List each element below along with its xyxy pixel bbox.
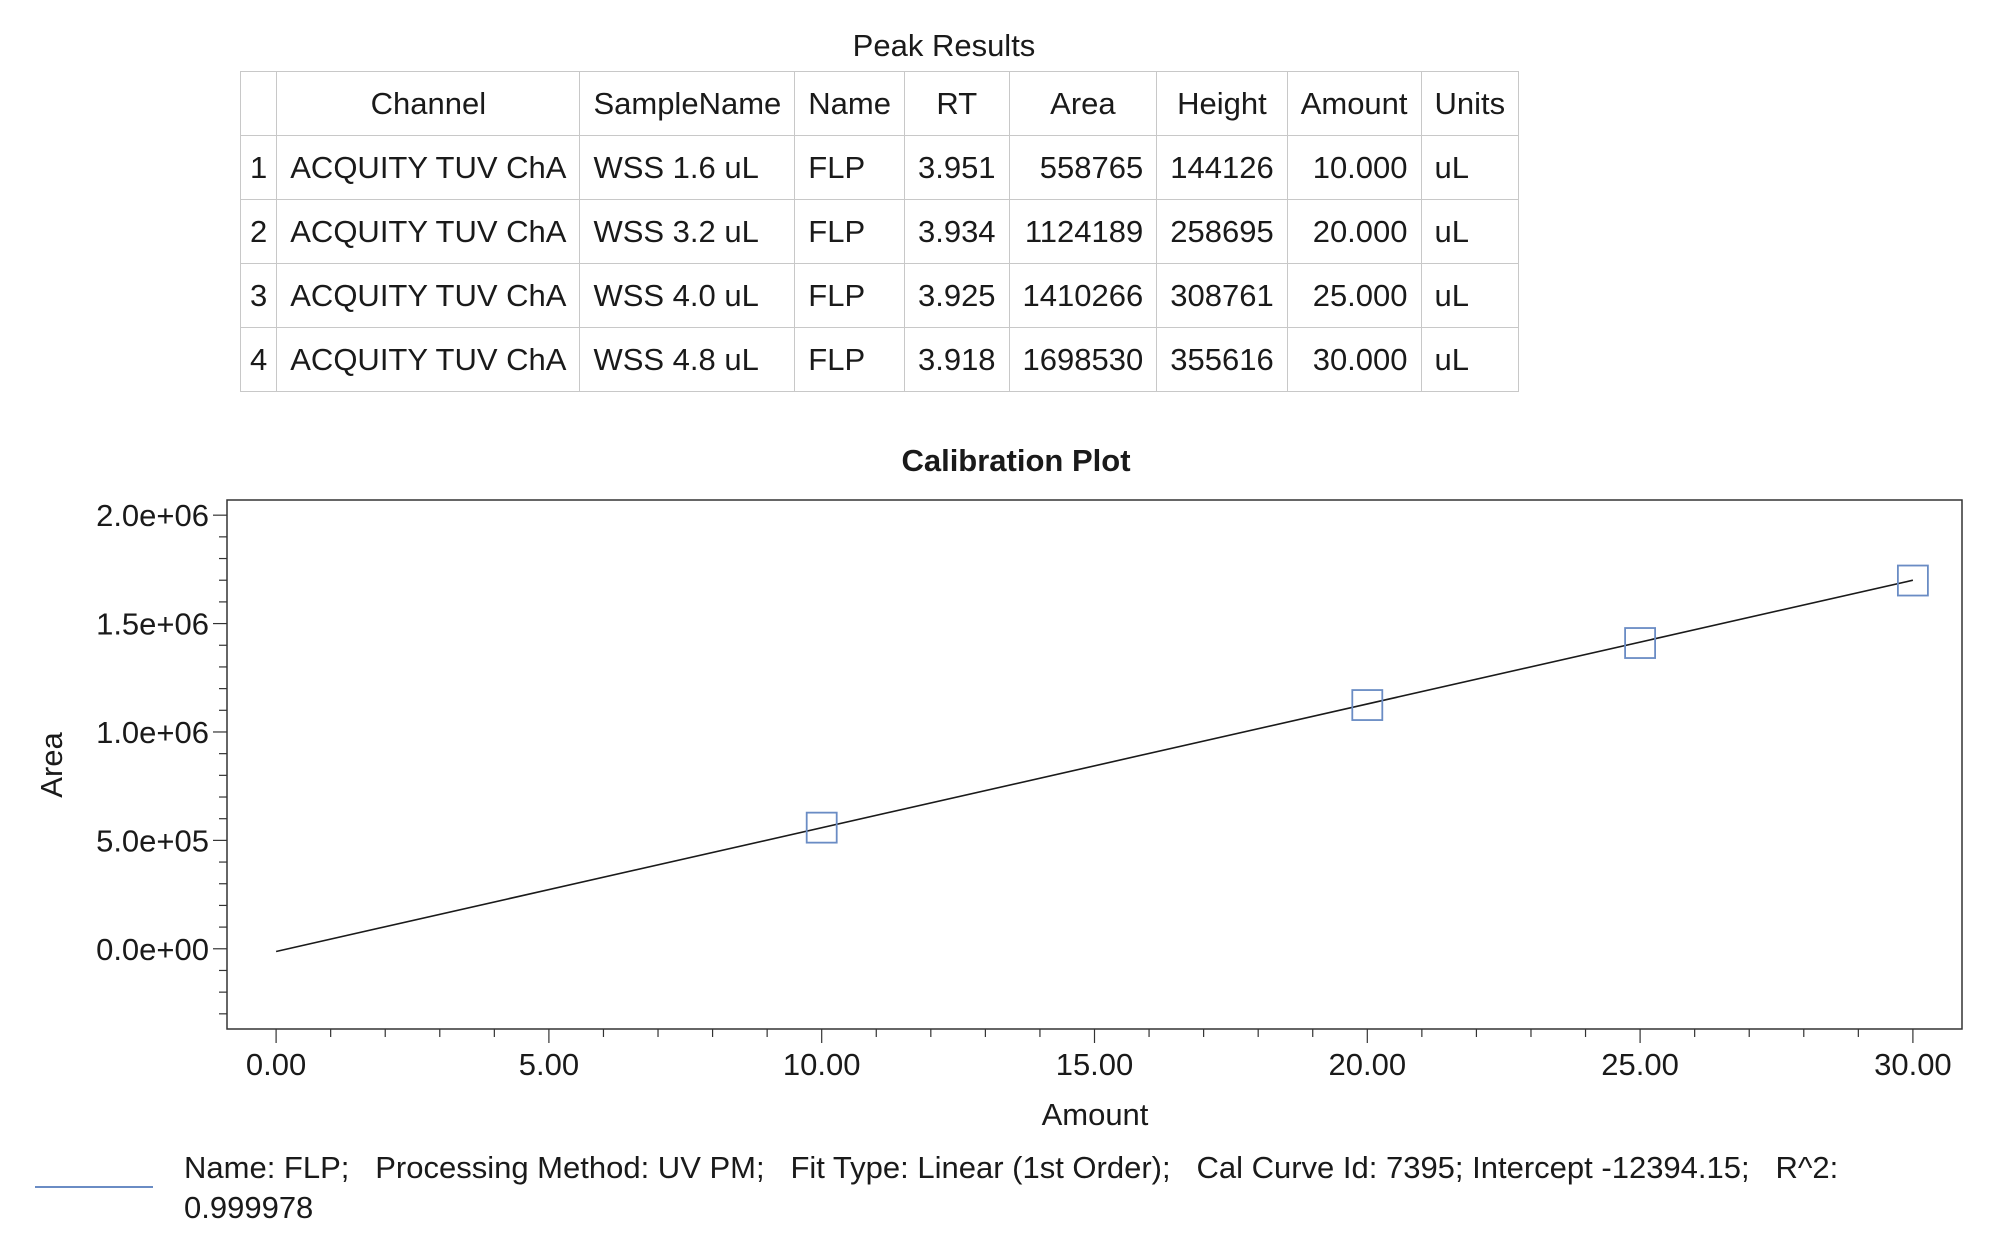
table-cell: 10.000	[1286, 135, 1422, 200]
table-cell: FLP	[794, 327, 905, 392]
column-header	[239, 71, 278, 136]
column-header: Area	[1008, 71, 1158, 136]
data-layer	[275, 564, 1929, 953]
chart-title: Calibration Plot	[901, 443, 1130, 478]
x-axis-label: Amount	[1042, 1097, 1149, 1132]
peak-results-table: Channel SampleName Name RT Area Height Amount U…	[239, 71, 1520, 392]
table-cell: 308761	[1156, 263, 1288, 328]
x-tick-label: 20.00	[1329, 1047, 1407, 1082]
table-cell: FLP	[794, 199, 905, 264]
data-point	[1624, 627, 1656, 659]
table-cell: 3.918	[903, 327, 1010, 392]
table-cell: 355616	[1156, 327, 1288, 392]
column-header: Units	[1420, 71, 1520, 136]
column-header: Channel	[276, 71, 581, 136]
y-axis-label: Area	[34, 732, 69, 798]
data-point	[805, 811, 838, 844]
table-cell: ACQUITY TUV ChA	[276, 199, 581, 264]
table-row: 3 ACQUITY TUV ChA WSS 4.0 uL FLP 3.925 141026…	[239, 263, 1520, 328]
column-header: Amount	[1286, 71, 1422, 136]
y-tick-label: 0.0e+00	[96, 932, 209, 967]
x-tick-label: 5.00	[519, 1047, 579, 1082]
x-tick-label: 15.00	[1056, 1047, 1134, 1082]
table-cell: 25.000	[1286, 263, 1422, 328]
data-point	[1351, 689, 1384, 721]
x-tick-label: 30.00	[1874, 1047, 1952, 1082]
table-cell: uL	[1420, 263, 1520, 328]
table-cell: 1698530	[1008, 327, 1158, 392]
axes-layer: 0.00 5.00 10.00 15.00 20.00 25.00 30.00 0.0e+00…	[96, 498, 1952, 1082]
legend-text: Name: FLP; Processing Method: UV PM; Fit…	[184, 1150, 1839, 1225]
table-cell: 3.934	[903, 199, 1010, 264]
table-row: 1 ACQUITY TUV ChA WSS 1.6 uL FLP 3.951 558765…	[239, 135, 1520, 200]
table-cell: ACQUITY TUV ChA	[276, 327, 581, 392]
plot-area-frame	[226, 499, 1963, 1030]
y-tick-label: 1.0e+06	[96, 715, 209, 750]
table-cell: WSS 4.0 uL	[579, 263, 796, 328]
table-cell: 558765	[1008, 135, 1158, 200]
table-row: 2 ACQUITY TUV ChA WSS 3.2 uL FLP 3.934 112418…	[239, 199, 1520, 264]
table-cell: 1	[239, 135, 278, 200]
fit-line	[275, 579, 1914, 953]
table-cell: ACQUITY TUV ChA	[276, 135, 581, 200]
table-cell: WSS 1.6 uL	[579, 135, 796, 200]
legend-swatch	[35, 1186, 153, 1188]
x-tick-label: 0.00	[246, 1047, 306, 1082]
table-cell: 3	[239, 263, 278, 328]
column-header: SampleName	[579, 71, 796, 136]
table-cell: uL	[1420, 199, 1520, 264]
data-point	[1896, 564, 1929, 597]
table-cell: 3.925	[903, 263, 1010, 328]
table-cell: uL	[1420, 135, 1520, 200]
table-cell: 20.000	[1286, 199, 1422, 264]
table-cell: 1410266	[1008, 263, 1158, 328]
table-cell: ACQUITY TUV ChA	[276, 263, 581, 328]
y-tick-label: 2.0e+06	[96, 498, 209, 533]
table-cell: 30.000	[1286, 327, 1422, 392]
table-title: Peak Results	[852, 28, 1036, 63]
x-tick-label: 25.00	[1601, 1047, 1679, 1082]
x-tick-label: 10.00	[783, 1047, 861, 1082]
table-cell: 1124189	[1008, 199, 1158, 264]
y-tick-label: 1.5e+06	[96, 607, 209, 642]
table-cell: uL	[1420, 327, 1520, 392]
table-cell: WSS 3.2 uL	[579, 199, 796, 264]
table-row: 4 ACQUITY TUV ChA WSS 4.8 uL FLP 3.918 169853…	[239, 327, 1520, 392]
table-cell: 4	[239, 327, 278, 392]
table-cell: WSS 4.8 uL	[579, 327, 796, 392]
y-tick-label: 5.0e+05	[96, 823, 209, 858]
